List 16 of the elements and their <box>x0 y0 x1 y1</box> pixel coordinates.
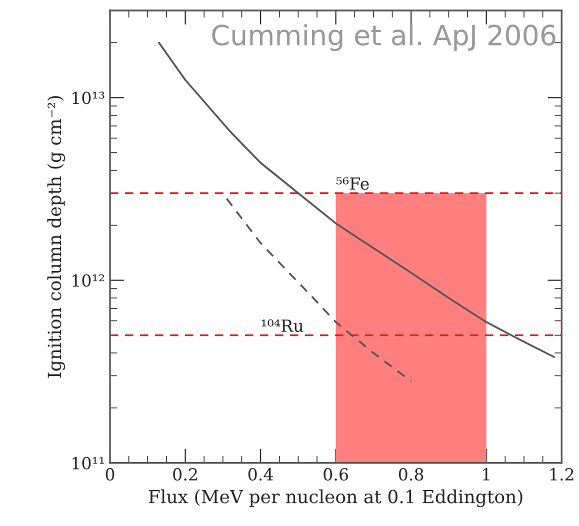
annotation: ¹⁰⁴Ru <box>262 319 304 332</box>
x-tick-label: 1.2 <box>550 468 574 481</box>
y-tick-label: 10¹¹ <box>72 456 104 470</box>
x-tick-label: 0.4 <box>248 468 273 481</box>
y-axis-title: Ignition column depth (g cm⁻²) <box>47 96 66 378</box>
x-tick-label: 0 <box>106 468 114 481</box>
annotation: ⁵⁶Fe <box>336 177 369 190</box>
line-series <box>226 198 412 382</box>
y-tick-label: 10¹² <box>72 274 104 287</box>
x-tick-label: 0.2 <box>173 468 197 481</box>
x-tick-label: 1 <box>483 468 490 480</box>
x-axis-title: Flux (MeV per nucleon at 0.1 Eddington) <box>148 489 522 508</box>
annotation: Cumming et al. ApJ 2006 <box>212 24 556 51</box>
x-tick-label: 0.6 <box>324 468 348 481</box>
y-tick-label: 10¹³ <box>72 92 104 104</box>
x-tick-label: 0.8 <box>398 468 424 481</box>
